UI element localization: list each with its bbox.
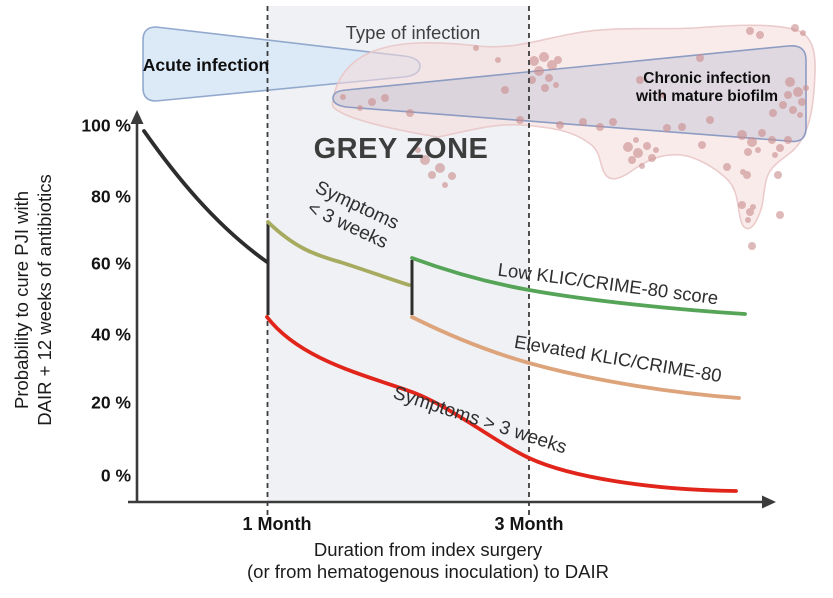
y-tick-40: 40 % [91, 325, 131, 345]
biofilm-dots [340, 24, 809, 250]
curve-elevated-klic [410, 315, 741, 400]
y-axis-arrowhead [130, 110, 144, 124]
chronic-infection-label-line1: Chronic infection [643, 70, 770, 87]
y-axis-title-line1: Probability to cure PJI with [11, 191, 32, 409]
y-axis-title-line2: DAIR + 12 weeks of antibiotics [34, 174, 55, 425]
grey-zone-label: GREY ZONE [314, 133, 489, 165]
x-axis-title-line1: Duration from index surgery [314, 539, 543, 560]
chronic-infection-label-line2: with mature biofilm [635, 88, 778, 105]
y-tick-20: 20 % [91, 393, 131, 413]
x-axis-arrowhead [762, 495, 776, 509]
biofilm-blob [331, 24, 816, 230]
y-tick-100: 100 % [81, 116, 131, 136]
x-tick-1-month: 1 Month [243, 514, 312, 534]
x-tick-3-month: 3 Month [495, 514, 564, 534]
type-of-infection-label: Type of infection [346, 22, 481, 43]
y-axis-tick-labels: 100 % 80 % 60 % 40 % 20 % 0 % [81, 116, 131, 486]
y-tick-0: 0 % [101, 466, 132, 486]
curve-symptoms-gt3 [265, 315, 738, 493]
curve-symptoms-lt3 [266, 220, 411, 287]
curve-initial-black [142, 129, 269, 264]
elevated-klic-label: Elevated KLIC/CRIME-80 [513, 331, 723, 386]
y-tick-80: 80 % [91, 187, 131, 207]
y-tick-60: 60 % [91, 254, 131, 274]
acute-infection-label: Acute infection [143, 55, 269, 75]
x-axis-title-line2: (or from hematogenous inoculation) to DA… [247, 561, 609, 582]
curve-low-klic [410, 256, 747, 316]
